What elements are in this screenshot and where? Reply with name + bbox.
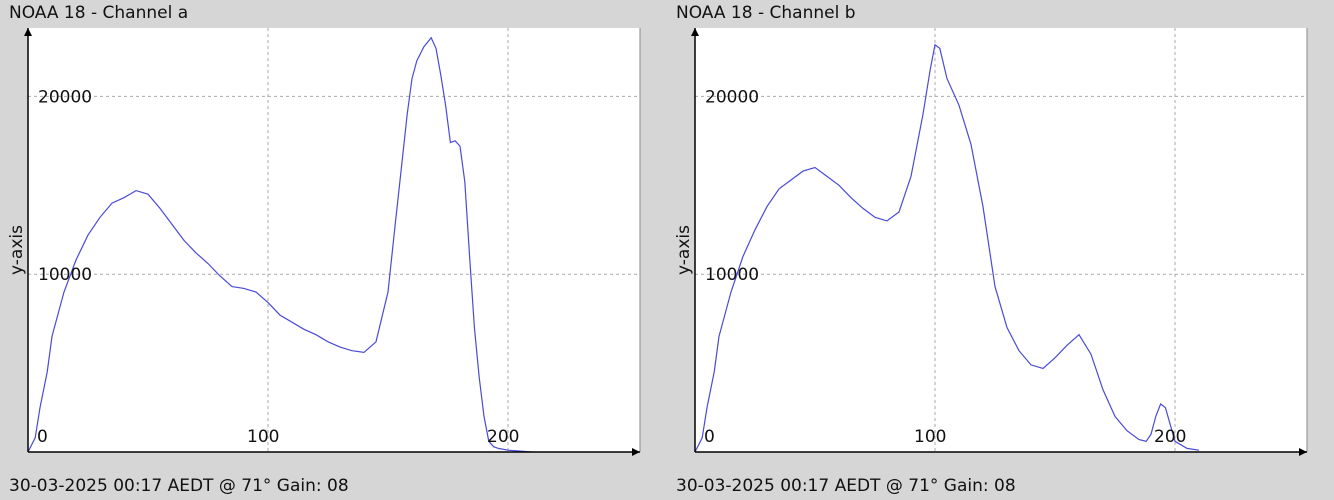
x-tick-label: 200 [487, 427, 519, 447]
chart-panel-channel-b: NOAA 18 - Channel b 0 100 200 10000 20000 y-a… [667, 0, 1334, 500]
x-axis-arrow [632, 448, 640, 456]
y-tick-label: 20000 [38, 87, 92, 107]
chart-title: NOAA 18 - Channel a [9, 3, 189, 23]
x-tick-label: 0 [704, 427, 715, 447]
y-tick-label: 10000 [705, 265, 759, 285]
y-axis-label: y-axis [7, 225, 27, 275]
plot-area [28, 28, 640, 452]
y-tick-label: 20000 [705, 87, 759, 107]
x-tick-label: 0 [37, 427, 48, 447]
y-axis-label: y-axis [674, 225, 694, 275]
chart-panel-channel-a: NOAA 18 - Channel a 0 100 200 10000 20000 y-a… [7, 3, 641, 496]
series-line [27, 36, 533, 453]
series-line [694, 43, 1200, 453]
x-tick-label: 200 [1154, 427, 1186, 447]
x-tick-label: 100 [914, 427, 946, 447]
y-axis-arrow [691, 28, 699, 36]
x-axis-arrow [1299, 448, 1307, 456]
plot-area [695, 28, 1307, 452]
y-axis-arrow [24, 28, 32, 36]
status-footer: 30-03-2025 00:17 AEDT @ 71° Gain: 08 [9, 476, 349, 496]
chart-svg: 0 100 200 10000 20000 y-axis [674, 28, 1308, 456]
chart-title: NOAA 18 - Channel b [676, 3, 856, 23]
x-tick-label: 100 [247, 427, 279, 447]
y-tick-label: 10000 [38, 265, 92, 285]
status-footer: 30-03-2025 00:17 AEDT @ 71° Gain: 08 [676, 476, 1016, 496]
chart-svg: 0 100 200 10000 20000 y-axis [7, 28, 641, 456]
